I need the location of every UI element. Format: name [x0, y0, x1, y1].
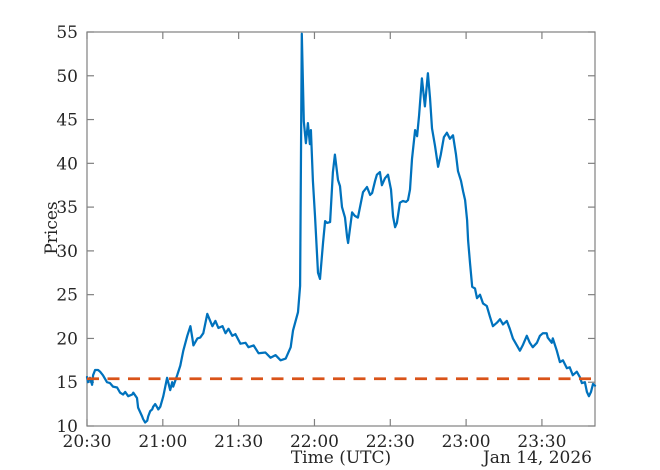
y-tick-label: 40 [56, 154, 78, 174]
x-tick-label: 20:30 [63, 432, 112, 452]
x-tick-label: 22:30 [366, 432, 415, 452]
plot-box [86, 31, 596, 427]
x-tick-label: 22:00 [290, 432, 339, 452]
price-line [85, 32, 597, 424]
y-tick-label: 10 [56, 417, 78, 437]
y-tick-label: 55 [56, 23, 78, 43]
x-tick-label: 21:00 [138, 432, 187, 452]
x-axis-label: Time (UTC) [290, 448, 392, 468]
x-tick-label: 23:00 [442, 432, 491, 452]
x-tick-label: 21:30 [214, 432, 263, 452]
y-tick-label: 35 [56, 198, 78, 218]
y-tick-label: 25 [56, 286, 78, 306]
y-tick-label: 50 [56, 67, 78, 87]
x-tick-label: 23:30 [517, 432, 566, 452]
y-axis-label: Prices [42, 201, 62, 255]
y-tick-label: 20 [56, 329, 78, 349]
date-label: Jan 14, 2026 [482, 448, 592, 468]
y-tick-label: 45 [56, 111, 78, 131]
y-tick-label: 15 [56, 373, 78, 393]
y-tick-label: 30 [56, 242, 78, 262]
